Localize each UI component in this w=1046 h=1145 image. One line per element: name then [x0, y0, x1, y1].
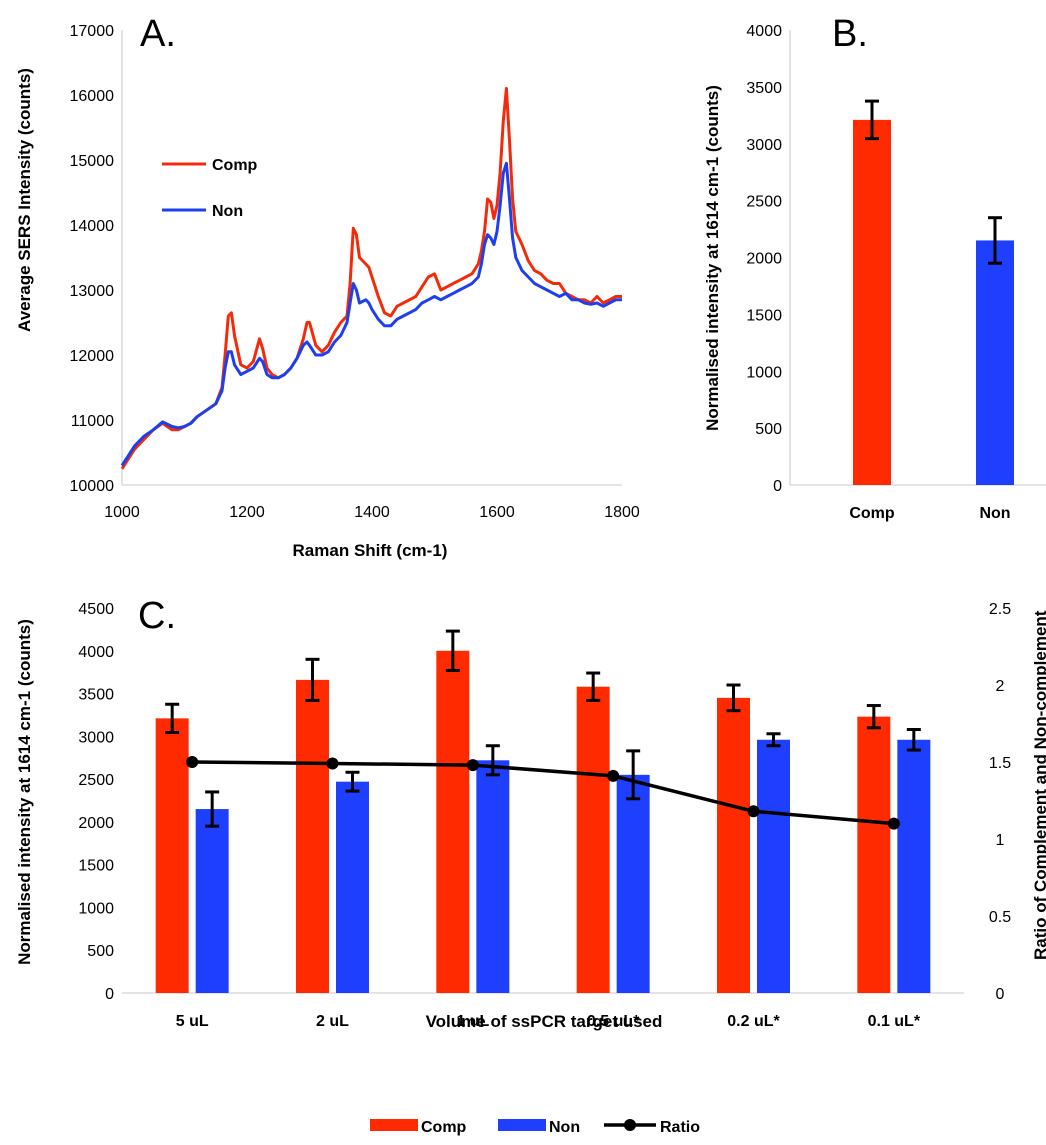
panel-b-y-tick-label: 0	[773, 478, 782, 495]
panel-c-y2-tick-label: 2.5	[989, 601, 1011, 618]
panel-c-ratio-line	[192, 760, 894, 826]
panel-c-ratio-point	[326, 757, 339, 770]
panel-a-y-tick-label: 11000	[71, 413, 114, 430]
panel-c-category-label: 0.5 uL*	[587, 1013, 640, 1030]
legend-comp-label: Comp	[421, 1119, 467, 1136]
panel-c-y2-tick-label: 0.5	[989, 909, 1011, 926]
panel-c-category-label: 0.1 uL*	[868, 1013, 921, 1030]
panel-a-x-tick-label: 1400	[354, 504, 390, 521]
panel-c-bar-non	[476, 760, 510, 993]
panel-c-y-tick-label: 2500	[78, 772, 114, 789]
panel-c-category-label: 5 uL	[176, 1013, 209, 1030]
panel-c-y-tick-label: 3500	[78, 687, 114, 704]
panel-c-bar-comp	[436, 650, 470, 993]
panel-c-category-label: 1 uL	[456, 1013, 489, 1030]
panel-b-bar-non	[976, 240, 1014, 485]
panel-a-y-tick-label: 16000	[70, 88, 115, 105]
panel-a-series-non-line	[120, 161, 622, 467]
legend-comp-label: Comp	[212, 157, 258, 174]
panel-c-ratio-point	[466, 759, 479, 772]
panel-a-x-tick-label: 1800	[604, 504, 640, 521]
panel-c-y-tick-label: 2000	[78, 815, 114, 832]
panel-c-ratio-point	[887, 817, 900, 830]
panel-c-ratio-point	[607, 769, 620, 782]
panel-b-y-tick-label: 2500	[746, 194, 782, 211]
panel-b-y-tick-label: 3500	[746, 80, 782, 97]
panel-a-y-tick-label: 12000	[70, 348, 115, 365]
panel-a-label: A.	[140, 13, 176, 55]
panel-c-legend: Comp Non Ratio	[370, 1119, 700, 1136]
panel-a-legend: Comp Non	[162, 157, 258, 220]
panel-b-bar-chart: B. Normalised intensity at 1614 cm-1 (co…	[703, 13, 1046, 522]
panel-a-y-tick-label: 15000	[70, 153, 115, 170]
panel-c-y2-tick-label: 0	[996, 986, 1005, 1003]
panel-c-y2-tick-label: 1	[996, 832, 1005, 849]
panel-a-series-comp-line	[120, 87, 622, 470]
panel-c-y-tick-label: 500	[87, 943, 114, 960]
panel-a-x-tick-label: 1600	[479, 504, 515, 521]
panel-a-y-tick-label: 17000	[70, 23, 115, 40]
panel-b-category-label: Non	[979, 505, 1010, 522]
panel-b-y-tick-label: 4000	[746, 23, 782, 40]
legend-comp-swatch	[370, 1119, 418, 1131]
panel-b-y-tick-label: 2000	[746, 251, 782, 268]
legend-ratio-marker	[624, 1119, 636, 1131]
panel-c-bar-comp	[857, 716, 891, 993]
panel-c-category-label: 0.2 uL*	[727, 1013, 780, 1030]
panel-a-y-tick-label: 13000	[70, 283, 115, 300]
panel-b-label: B.	[832, 13, 868, 55]
panel-a-x-tick-label: 1200	[229, 504, 265, 521]
panel-c-x-axis-label: Volume of ssPCR target used	[426, 1012, 663, 1031]
panel-b-y-tick-label: 3000	[746, 137, 782, 154]
panel-a-line-chart: A. Average SERS Intensity (counts) Raman…	[15, 13, 640, 560]
panel-b-y-tick-label: 1500	[746, 307, 782, 324]
legend-non-swatch	[498, 1119, 546, 1131]
panel-c-y2-tick-label: 1.5	[989, 755, 1011, 772]
panel-b-bar-comp	[853, 119, 891, 486]
panel-c-y-tick-label: 3000	[78, 729, 114, 746]
panel-c-bar-comp	[717, 697, 750, 993]
panel-c-combo-chart: C. Normalised intensity at 1614 cm-1 (co…	[15, 595, 1046, 1136]
panel-c-y-axis-label: Normalised intensity at 1614 cm-1 (count…	[15, 619, 34, 965]
panel-b-y-axis-label: Normalised intensity at 1614 cm-1 (count…	[703, 85, 722, 431]
panel-c-bar-comp	[155, 718, 189, 993]
panel-a-y-tick-label: 14000	[70, 218, 115, 235]
panel-c-ratio-point	[747, 805, 760, 818]
panel-a-x-tick-label: 1000	[104, 504, 140, 521]
panel-c-ratio-point	[186, 756, 199, 768]
panel-c-category-label: 2 uL	[316, 1013, 349, 1030]
panel-c-y-tick-label: 1500	[78, 858, 114, 875]
panel-c-y-tick-label: 1000	[78, 900, 114, 917]
panel-a-x-axis-label: Raman Shift (cm-1)	[293, 541, 448, 560]
panel-c-bar-non	[336, 781, 369, 993]
panel-b-y-tick-label: 1000	[746, 364, 782, 381]
panel-c-label: C.	[138, 595, 176, 637]
panel-c-bar-comp	[296, 679, 329, 993]
panel-c-bar-non	[195, 809, 229, 993]
legend-ratio-label: Ratio	[660, 1119, 700, 1136]
panel-c-bar-non	[757, 739, 790, 993]
panel-c-y-tick-label: 4000	[78, 644, 114, 661]
panel-c-bar-non	[897, 739, 931, 993]
panel-c-y-tick-label: 4500	[78, 601, 114, 618]
panel-b-y-tick-label: 500	[755, 421, 782, 438]
panel-c-bar-non	[616, 774, 650, 993]
panel-c-y-tick-label: 0	[105, 986, 114, 1003]
panel-b-category-label: Comp	[849, 505, 895, 522]
panel-c-y2-axis-label: Ratio of Complement and Non-complement	[1031, 610, 1046, 960]
panel-a-y-tick-label: 10000	[70, 478, 115, 495]
legend-non-label: Non	[212, 203, 243, 220]
panel-a-y-axis-label: Average SERS Intensity (counts)	[15, 68, 34, 332]
panel-c-bar-comp	[576, 686, 610, 993]
legend-non-label: Non	[549, 1119, 580, 1136]
panel-c-y2-tick-label: 2	[996, 678, 1005, 695]
